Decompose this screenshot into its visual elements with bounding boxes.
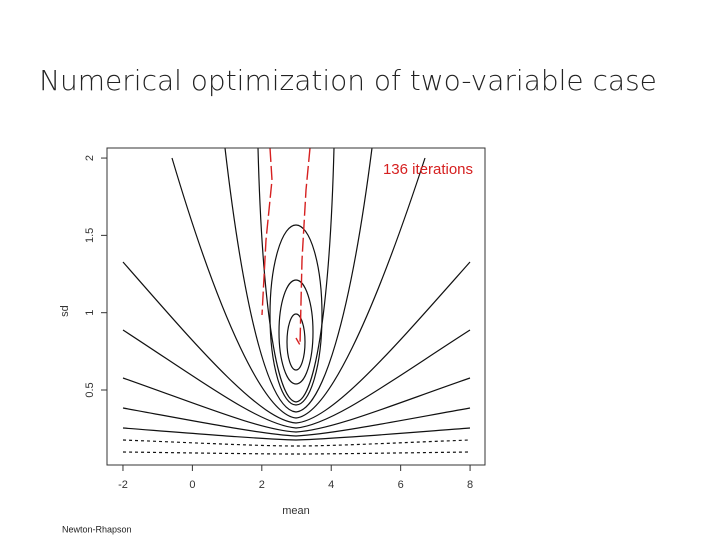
y-axis-label: sd — [59, 305, 71, 317]
contour-line — [122, 439, 471, 447]
y-tick-label: 1 — [84, 310, 96, 316]
y-tick-label: 2 — [84, 155, 96, 161]
x-axis-label: mean — [282, 505, 310, 517]
annotation: 136 iterations — [383, 161, 473, 178]
x-tick-label: 0 — [189, 479, 195, 491]
y-tick-label: 0.5 — [84, 382, 96, 397]
contour-line — [122, 329, 471, 429]
contour-line — [171, 157, 426, 419]
plot-frame — [106, 147, 486, 466]
x-tick-label: -2 — [118, 479, 128, 491]
contour-line — [122, 451, 471, 455]
path-segment — [295, 147, 311, 348]
slide-title: Numerical optimization of two-variable c… — [39, 64, 657, 97]
x-tick-label: 6 — [398, 479, 404, 491]
contour-line — [278, 279, 314, 385]
contour-line — [257, 147, 335, 403]
contour-line — [286, 313, 306, 371]
path-segment — [261, 147, 273, 316]
method-note: Newton-Rhapson — [62, 524, 132, 534]
x-tick-label: 2 — [259, 479, 265, 491]
contour-line — [224, 147, 373, 413]
x-tick-label: 4 — [328, 479, 334, 491]
contour-line — [122, 261, 471, 424]
contours — [122, 147, 471, 455]
y-tick-label: 1.5 — [84, 228, 96, 243]
x-tick-label: 8 — [467, 479, 473, 491]
contour-line — [122, 427, 471, 441]
contour-line — [122, 377, 471, 433]
contour-line — [269, 224, 323, 406]
optimization-path — [261, 147, 311, 348]
contour-line — [122, 407, 471, 437]
